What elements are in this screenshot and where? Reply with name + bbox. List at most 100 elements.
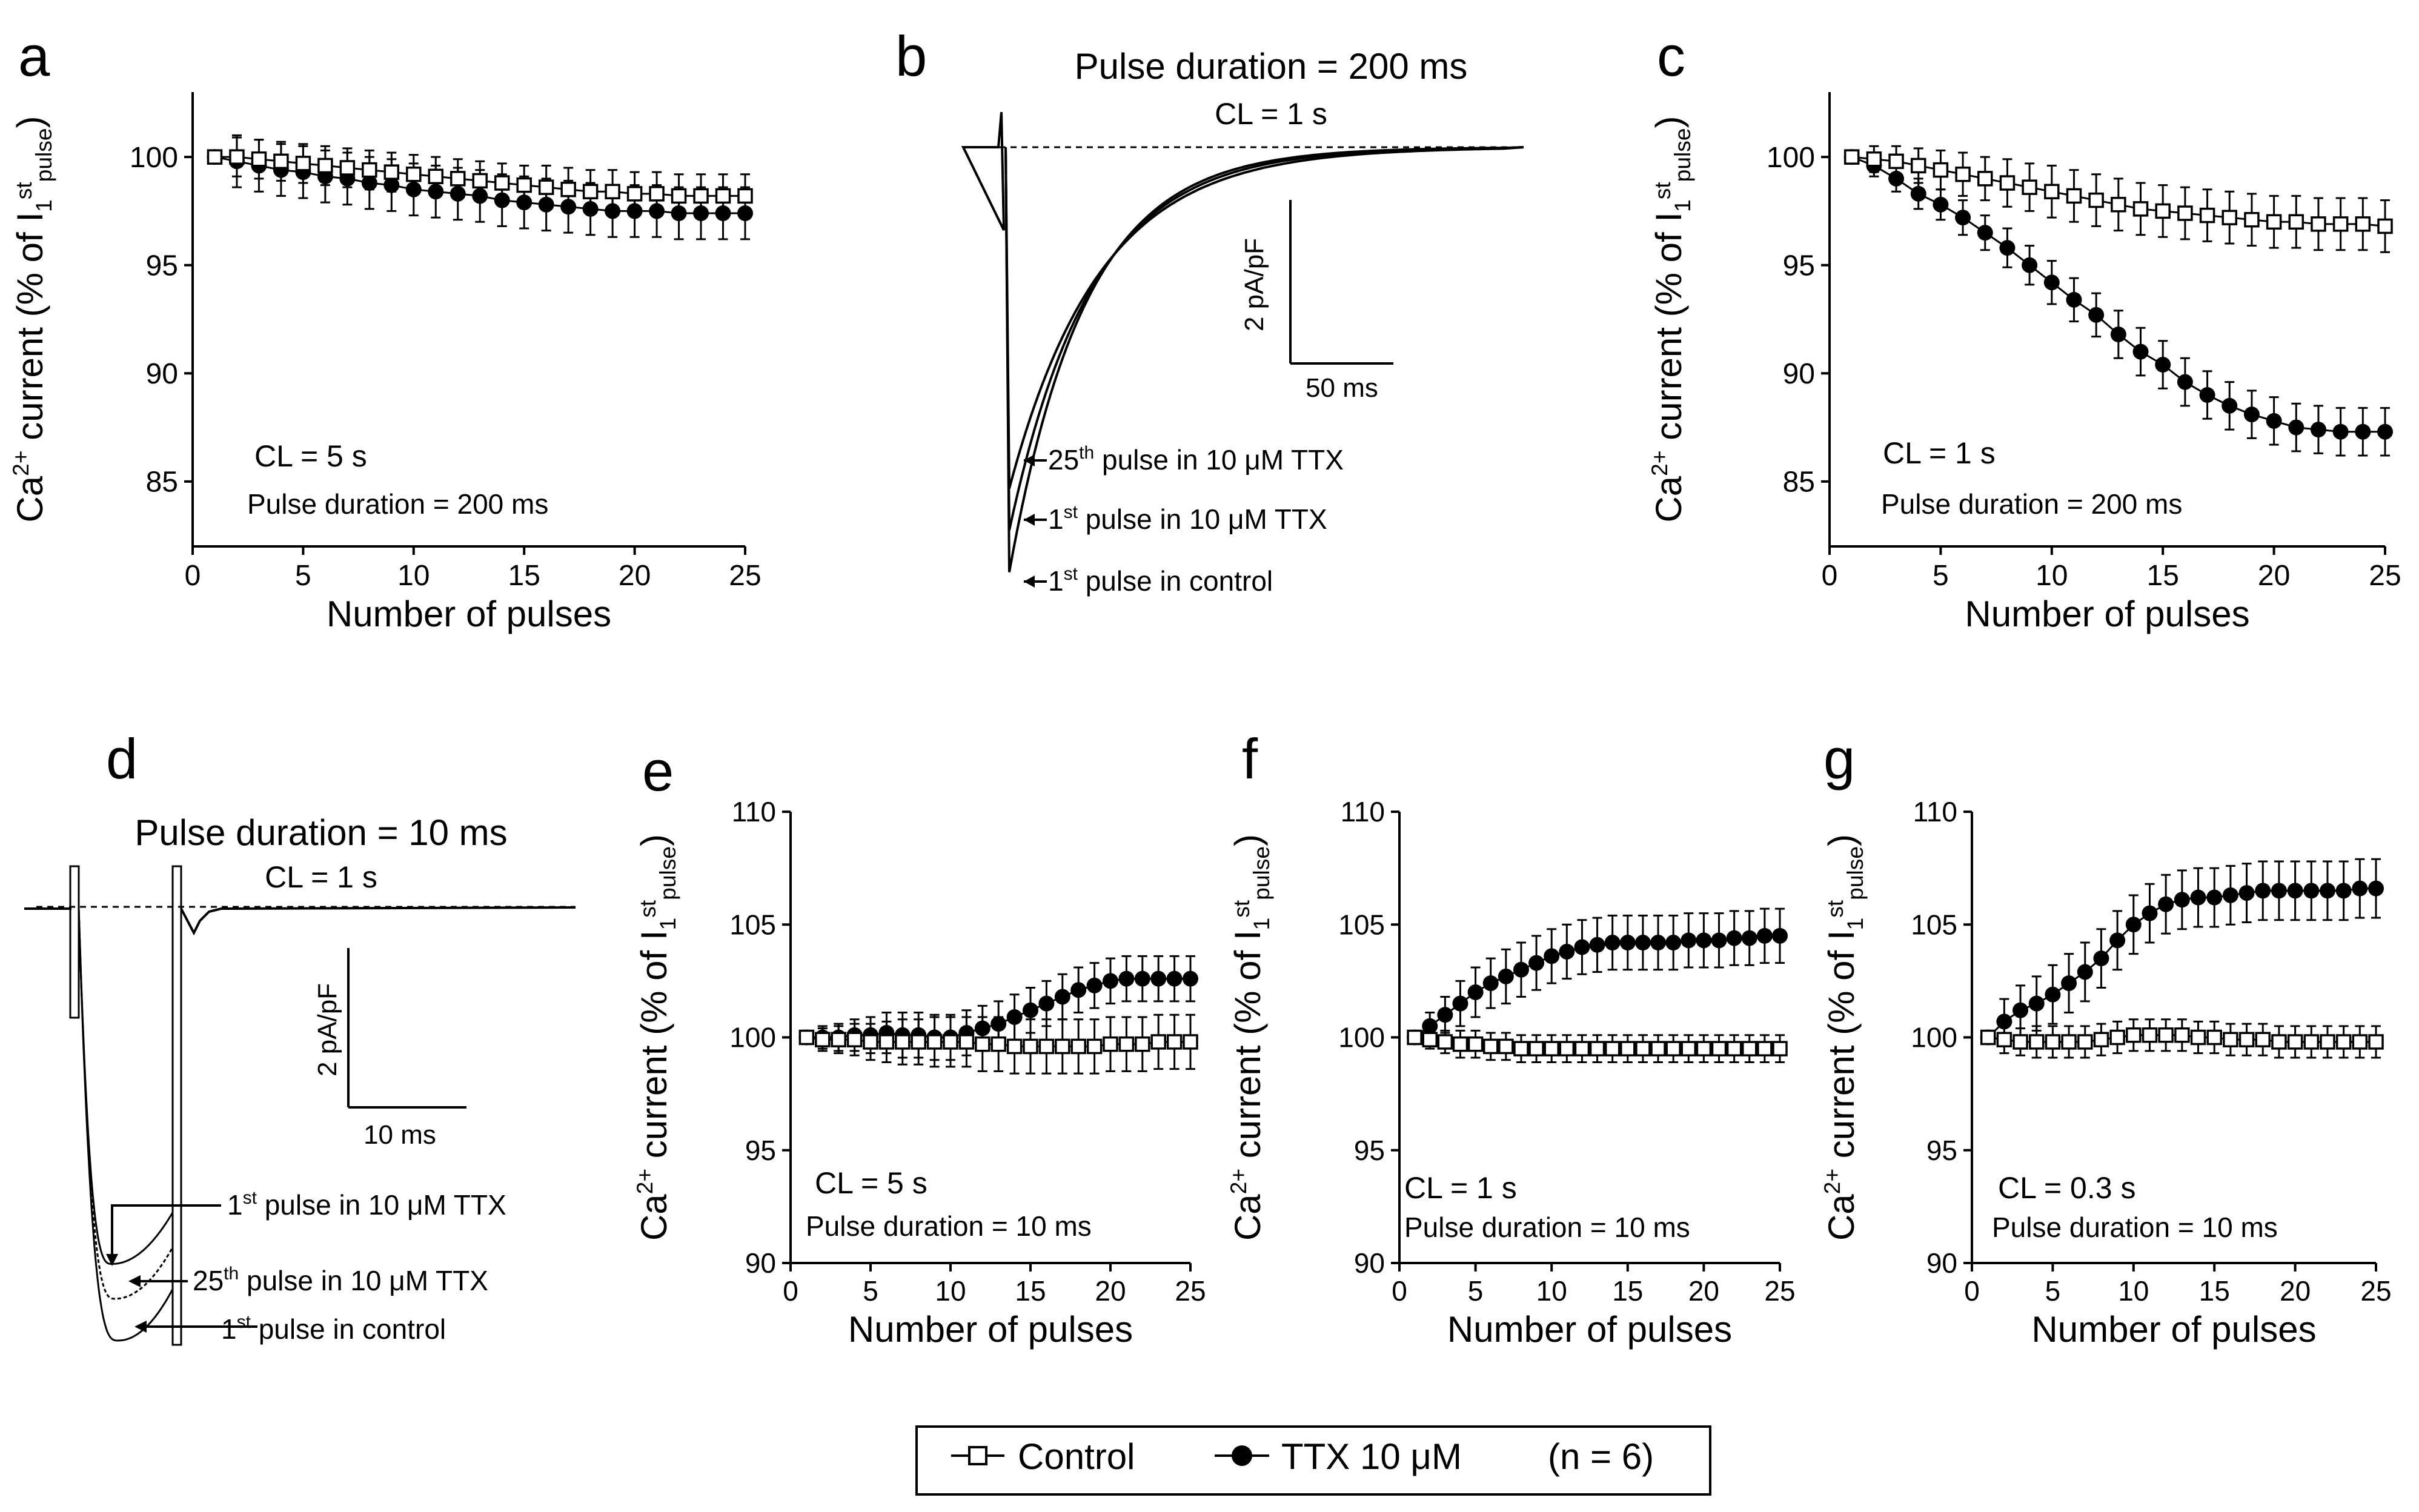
point-control-f: [1589, 1041, 1605, 1056]
point-ttx-g: [2303, 883, 2320, 899]
arrowhead-b-1st-ttx: [1024, 514, 1035, 526]
trace-b-artifact: [961, 111, 1005, 231]
point-control-e: [831, 1032, 846, 1047]
point-control-e: [943, 1034, 958, 1050]
point-control-f: [1498, 1038, 1514, 1055]
point-control-g: [2303, 1034, 2320, 1050]
point-ttx-e: [1054, 989, 1070, 1005]
point-control-a: [671, 188, 687, 204]
label-b-25th: 25th pulse in 10 μM TTX: [1048, 443, 1344, 476]
x-tick-label-e: 0: [783, 1275, 798, 1307]
point-control-c: [2177, 205, 2193, 221]
point-ttx-f: [1665, 935, 1682, 951]
annotation-a: Pulse duration = 200 ms: [247, 488, 548, 520]
annotation-e: CL = 5 s: [815, 1166, 927, 1200]
plot-c: 85 90 95 100 0 5 10 15 20 25 Number of pulses Ca2+ …: [1647, 92, 2401, 634]
point-control-f: [1635, 1041, 1651, 1056]
y-tick-label-f: 110: [1341, 796, 1385, 827]
point-ttx-g: [2206, 889, 2223, 906]
point-control-f: [1620, 1041, 1636, 1056]
y-axis-label-c: Ca2+ current (% of I1stpulse): [1647, 116, 1695, 522]
point-control-f: [1711, 1041, 1727, 1056]
point-control-e: [1183, 1034, 1198, 1050]
point-control-f: [1452, 1036, 1468, 1052]
scale-b-y-label: 2 pA/pF: [1239, 238, 1269, 331]
y-tick-label-c: 85: [1783, 466, 1815, 499]
point-control-e: [863, 1034, 878, 1050]
point-ttx-f: [1619, 935, 1636, 951]
point-control-g: [2142, 1027, 2158, 1043]
point-control-a: [737, 188, 753, 204]
point-control-e: [1135, 1036, 1150, 1052]
point-ttx-c: [2088, 307, 2105, 323]
point-ttx-e: [1134, 970, 1150, 987]
traces-b-group: [1004, 146, 1524, 572]
point-control-e: [1023, 1038, 1038, 1055]
y-axis-label-g: Ca2+ current (% of I1stpulse): [1819, 834, 1868, 1241]
legend-ttx-marker: [1232, 1445, 1252, 1466]
point-ttx-g: [2319, 883, 2335, 899]
annotation-c: CL = 1 s: [1883, 436, 1996, 470]
point-ttx-a: [405, 181, 422, 197]
point-ttx-g: [2368, 880, 2384, 897]
point-ttx-f: [1634, 935, 1651, 951]
point-control-c: [1888, 153, 1904, 170]
point-control-e: [1103, 1036, 1118, 1052]
point-control-g: [2028, 1034, 2045, 1050]
point-ttx-f: [1711, 932, 1727, 949]
label-d-1st-ttx: 1st pulse in 10 μM TTX: [227, 1188, 506, 1221]
legend-n-label: (n = 6): [1548, 1436, 1654, 1477]
point-control-a: [605, 184, 620, 200]
trace-d-25th: [78, 908, 174, 1300]
point-control-a: [494, 175, 510, 191]
point-ttx-c: [2377, 423, 2393, 440]
label-b-1st-ttx: 1st pulse in 10 μM TTX: [1048, 502, 1327, 535]
y-tick-label-e: 110: [732, 796, 776, 827]
point-control-e: [1038, 1038, 1055, 1055]
trace-d-control: [78, 908, 174, 1342]
point-control-c: [2332, 216, 2349, 232]
point-control-g: [1980, 1029, 1996, 1046]
panel-letter-e: e: [642, 739, 674, 803]
point-control-a: [428, 168, 444, 185]
y-tick-label-a: 95: [146, 250, 178, 282]
point-control-a: [715, 188, 731, 204]
plot-a: 85 90 95 100 0 5 10 15 20 25 Number of pulses Ca2+ …: [8, 92, 762, 634]
panel-letter-a: a: [18, 24, 50, 88]
panel-d-traces: Pulse duration = 10 ms CL = 1 s 2 pA/pF …: [24, 812, 576, 1346]
point-control-f: [1437, 1034, 1453, 1050]
point-control-f: [1726, 1041, 1742, 1056]
point-ttx-e: [1023, 1002, 1038, 1018]
point-ttx-a: [560, 199, 577, 215]
trace-b-subtitle: CL = 1 s: [1215, 97, 1327, 131]
point-ttx-g: [2271, 883, 2287, 899]
x-tick-label-c: 10: [2036, 560, 2068, 592]
point-ttx-g: [2061, 975, 2077, 992]
point-control-c: [2066, 188, 2082, 204]
point-control-c: [2377, 218, 2393, 234]
y-tick-label-g: 110: [1913, 796, 1957, 827]
point-control-g: [2287, 1034, 2303, 1050]
point-control-c: [2044, 184, 2060, 200]
point-ttx-f: [1650, 935, 1667, 951]
point-control-f: [1574, 1041, 1590, 1056]
x-tick-label-g: 0: [1964, 1275, 1980, 1307]
point-ttx-c: [1910, 185, 1926, 202]
point-control-e: [1086, 1038, 1103, 1055]
point-ttx-c: [2177, 374, 2193, 390]
point-control-a: [207, 149, 223, 165]
point-ttx-c: [2066, 291, 2082, 308]
point-ttx-f: [1772, 927, 1788, 944]
point-ttx-g: [2287, 883, 2303, 899]
y-tick-label-e: 105: [729, 909, 776, 940]
point-ttx-e: [1150, 970, 1167, 987]
point-control-e: [798, 1029, 815, 1046]
panel-letter-d: d: [106, 727, 138, 791]
point-ttx-g: [2190, 889, 2206, 906]
point-control-f: [1742, 1041, 1757, 1056]
point-control-g: [2158, 1027, 2174, 1043]
point-ttx-f: [1482, 975, 1499, 992]
plot-g: 90 95 100 105 110 0 5 10 15 20 25 Number of pulses C…: [1819, 796, 2391, 1350]
point-control-c: [2088, 192, 2104, 208]
